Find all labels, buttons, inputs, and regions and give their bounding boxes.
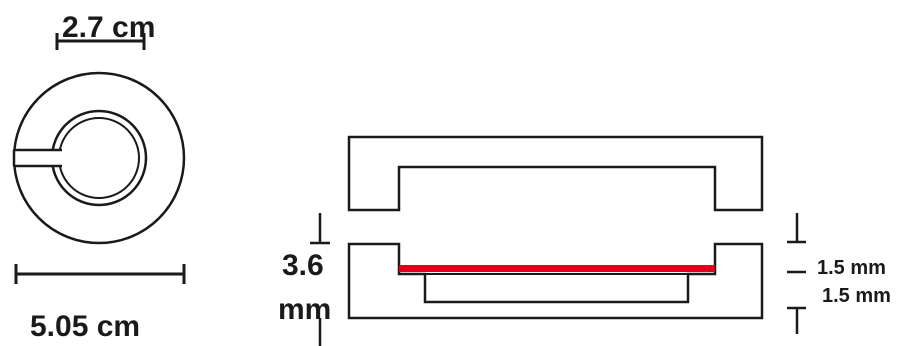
slot-channel [12,148,62,168]
total-height-unit: mm [278,293,331,326]
upper-layer-label: 1.5 mm [817,257,886,279]
top-view: 2.7 cm 5.05 cm [12,11,186,343]
inner-ring-outer [50,109,148,207]
total-height-dimension-line [310,213,330,346]
outer-diameter-label: 5.05 cm [30,310,140,343]
lid-part [347,135,764,212]
highlight-layer [399,265,715,272]
inner-ring-inner [58,117,140,199]
inner-diameter-dimension-line [55,33,146,50]
base-part [347,242,764,320]
slot-fill [12,150,64,166]
cross-section-view: 3.6 mm 1.5 mm 1.5 mm [278,135,891,346]
lower-layer-label: 1.5 mm [822,285,891,307]
total-height-value: 3.6 [282,249,324,282]
outer-diameter-dimension-line [14,264,186,284]
inner-diameter-label: 2.7 cm [62,11,155,44]
layer-dimension-lines [787,213,806,334]
